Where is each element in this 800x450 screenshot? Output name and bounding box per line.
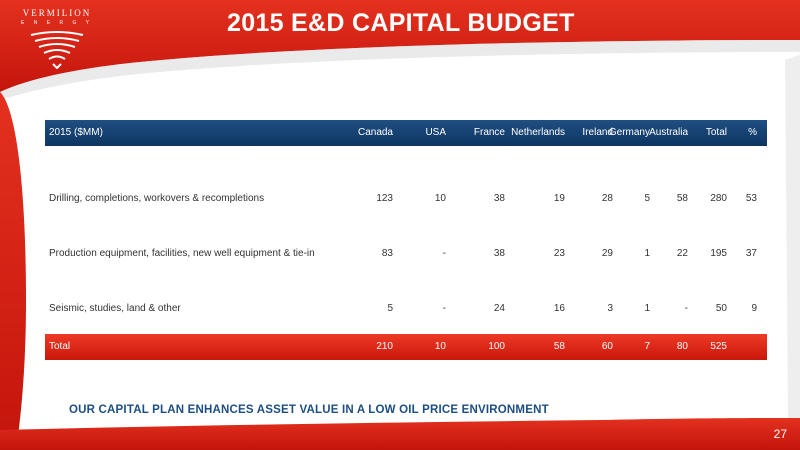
cell-percent: 53 (745, 193, 757, 204)
total-label: Total (49, 341, 71, 352)
total-total: 525 (710, 341, 727, 352)
table-total-row: Total 210 10 100 58 60 7 80 525 (45, 334, 767, 360)
cell-usa: - (442, 303, 446, 314)
cell-ireland: 29 (601, 248, 613, 259)
header-canada: Canada (357, 127, 393, 138)
vermilion-logo: VERMILION E N E R G Y (14, 8, 100, 80)
cell-ireland: 28 (601, 193, 613, 204)
cell-france: 38 (493, 193, 505, 204)
total-netherlands: 58 (553, 341, 565, 352)
cell-total: 280 (710, 193, 727, 204)
logo-wordmark: VERMILION (22, 8, 92, 18)
cell-total: 195 (710, 248, 727, 259)
row-label: Seismic, studies, land & other (49, 303, 181, 314)
total-france: 100 (488, 341, 505, 352)
header-label: 2015 ($MM) (49, 127, 103, 138)
table-header-row: 2015 ($MM) Canada USA France Netherlands… (45, 120, 767, 146)
cell-australia: 58 (676, 193, 688, 204)
table-row: Production equipment, facilities, new we… (45, 241, 767, 266)
header-france: France (473, 127, 505, 138)
total-usa: 10 (434, 341, 446, 352)
cell-ireland: 3 (607, 303, 613, 314)
cell-canada: 123 (376, 193, 393, 204)
tagline: OUR CAPITAL PLAN ENHANCES ASSET VALUE IN… (69, 404, 549, 416)
header-total: Total (705, 127, 727, 138)
cell-usa: 10 (434, 193, 446, 204)
header-ireland: Ireland (582, 127, 613, 138)
cell-total: 50 (715, 303, 727, 314)
cell-germany: 5 (644, 193, 650, 204)
header-usa: USA (425, 127, 446, 138)
header-percent: % (748, 127, 757, 138)
cell-germany: 1 (644, 248, 650, 259)
logo-emblem-icon (30, 31, 84, 69)
logo-subtext: E N E R G Y (21, 20, 93, 26)
cell-canada: 5 (387, 303, 393, 314)
cell-percent: 9 (751, 303, 757, 314)
capital-budget-table: 2015 ($MM) Canada USA France Netherlands… (45, 120, 767, 360)
header-germany: Germany (608, 127, 650, 138)
row-label: Production equipment, facilities, new we… (49, 248, 315, 259)
cell-germany: 1 (644, 303, 650, 314)
row-label: Drilling, completions, workovers & recom… (49, 193, 265, 204)
total-canada: 210 (376, 341, 393, 352)
total-germany: 7 (644, 341, 650, 352)
cell-canada: 83 (381, 248, 393, 259)
page-number: 27 (773, 427, 787, 441)
cell-netherlands: 16 (553, 303, 565, 314)
cell-australia: - (684, 303, 688, 314)
cell-france: 24 (493, 303, 505, 314)
table-row: Seismic, studies, land & other 5 - 24 16… (45, 296, 767, 321)
header-netherlands: Netherlands (511, 127, 565, 138)
total-ireland: 60 (601, 341, 613, 352)
cell-percent: 37 (745, 248, 757, 259)
cell-france: 38 (493, 248, 505, 259)
total-australia: 80 (676, 341, 688, 352)
header-australia: Australia (649, 127, 688, 138)
slide-title: 2015 E&D CAPITAL BUDGET (227, 9, 575, 37)
cell-australia: 22 (676, 248, 688, 259)
table-row: Drilling, completions, workovers & recom… (45, 186, 767, 211)
cell-usa: - (442, 248, 446, 259)
cell-netherlands: 23 (553, 248, 565, 259)
cell-netherlands: 19 (553, 193, 565, 204)
